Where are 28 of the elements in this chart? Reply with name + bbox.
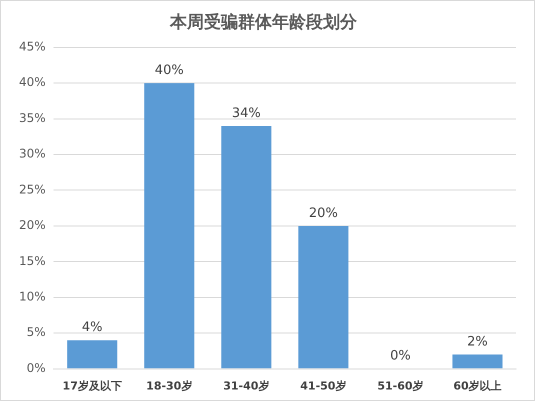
data-label: 34% [232, 106, 261, 121]
data-label: 4% [82, 320, 103, 336]
data-label: 20% [308, 206, 338, 221]
y-tick-label: 35% [19, 110, 46, 125]
x-tick-label: 51-60岁 [377, 379, 424, 392]
data-label: 40% [154, 62, 184, 78]
data-label: 2% [467, 334, 488, 350]
bar [221, 126, 272, 368]
x-tick-label: 18-30岁 [146, 379, 192, 392]
y-tick-label: 15% [19, 254, 46, 268]
y-tick-label: 45% [19, 40, 46, 54]
x-tick-label: 17岁及以下 [62, 379, 122, 392]
chart-title: 本周受骗群体年龄段划分 [169, 12, 358, 33]
bar [67, 340, 118, 368]
x-tick-label: 31-40岁 [223, 379, 270, 392]
y-tick-label: 0% [26, 360, 46, 375]
bar [298, 226, 348, 368]
y-tick-label: 10% [19, 290, 46, 304]
y-tick-label: 25% [19, 182, 46, 196]
bar [144, 83, 194, 368]
data-label: 0% [390, 348, 411, 364]
x-tick-label: 60岁以上 [453, 379, 502, 392]
x-tick-label: 41-50岁 [300, 379, 346, 392]
y-tick-label: 5% [26, 325, 46, 340]
bar [452, 354, 503, 368]
y-tick-label: 20% [19, 218, 46, 232]
y-tick-label: 30% [19, 146, 46, 161]
y-tick-label: 40% [19, 75, 46, 90]
